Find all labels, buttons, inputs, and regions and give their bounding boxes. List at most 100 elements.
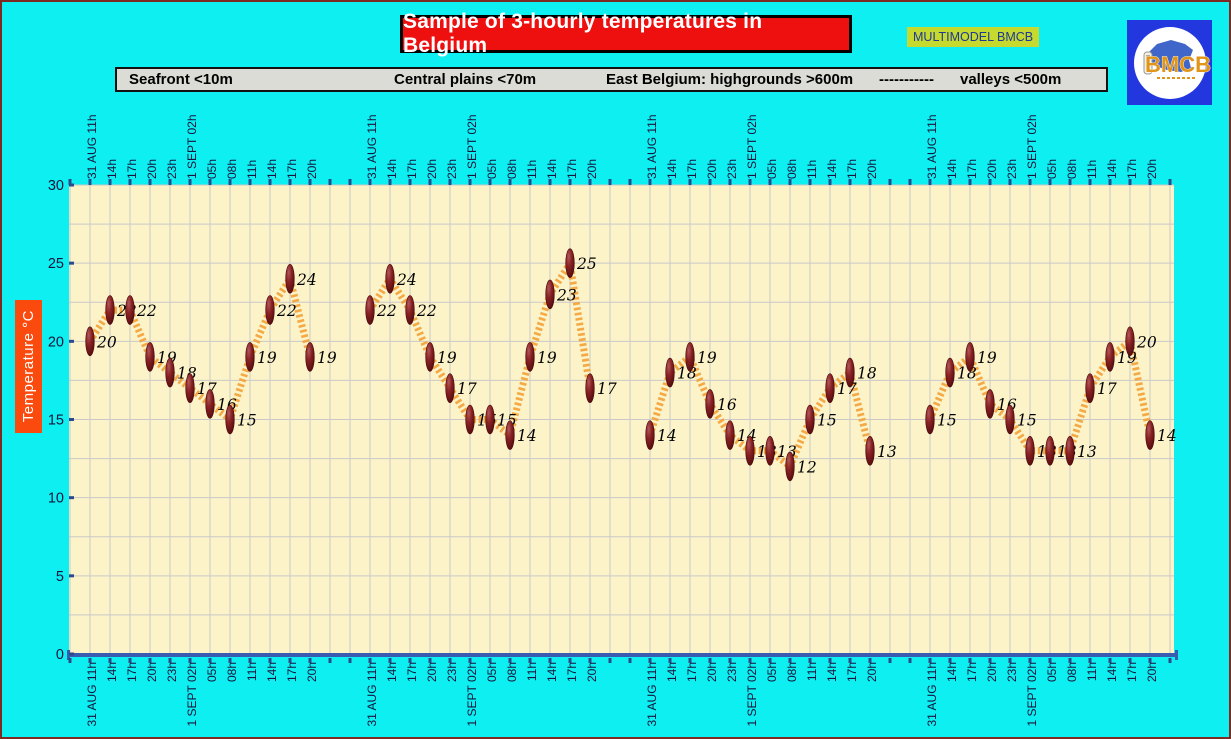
time-label-top: 23h: [1005, 159, 1019, 179]
bottom-tick: [888, 658, 892, 663]
top-tick: [1088, 179, 1092, 185]
top-tick: [128, 179, 132, 185]
bottom-tick: [248, 658, 252, 663]
bottom-tick: [868, 658, 872, 663]
y-tick: [69, 339, 74, 343]
time-label-bottom: 17h: [965, 662, 979, 682]
top-tick: [888, 179, 892, 185]
time-label-bottom: 20h: [145, 662, 159, 682]
logo-thermometer-icon: [1143, 51, 1153, 75]
time-label-bottom: 31 AUG 11h: [925, 662, 939, 727]
time-label-bottom: 14h: [545, 662, 559, 682]
data-point-value: 18: [857, 365, 877, 383]
time-label-bottom: 23h: [1005, 662, 1019, 682]
bottom-tick: [628, 658, 632, 663]
time-label-top: 17h: [685, 159, 699, 179]
top-tick: [728, 179, 732, 185]
time-label-top: 05h: [205, 159, 219, 179]
data-point: [925, 404, 935, 435]
top-tick: [368, 179, 372, 185]
top-tick: [928, 179, 932, 185]
time-label-bottom: 1 SEPT 02h: [1025, 662, 1039, 727]
data-point: [745, 435, 755, 466]
time-label-bottom: 1 SEPT 02h: [745, 662, 759, 727]
bottom-tick: [1108, 658, 1112, 663]
data-point-value: 15: [237, 412, 257, 430]
time-label-top: 20h: [1145, 159, 1159, 179]
data-point-value: 15: [937, 412, 957, 430]
top-tick: [468, 179, 472, 185]
bottom-tick: [528, 658, 532, 663]
time-label-top: 31 AUG 11h: [365, 115, 379, 180]
data-point: [765, 435, 775, 466]
data-point: [645, 420, 655, 450]
top-tick: [668, 179, 672, 185]
time-label-top: 31 AUG 11h: [925, 115, 939, 180]
y-tick: [69, 418, 74, 421]
bottom-tick: [548, 658, 552, 663]
top-tick: [348, 179, 352, 185]
x-axis-left-cap: [67, 650, 70, 660]
top-tick: [508, 179, 512, 185]
region-label: -----------: [879, 71, 934, 88]
regions-legend-bar: Seafront <10m Central plains <70m East Bel…: [115, 67, 1108, 92]
time-label-top: 14h: [945, 159, 959, 179]
data-point: [305, 342, 315, 372]
data-point: [285, 263, 295, 294]
top-tick: [188, 179, 192, 185]
time-label-bottom: 20h: [305, 662, 319, 682]
bmcb-logo-graphic: BMCB: [1134, 27, 1211, 99]
time-label-top: 20h: [865, 159, 879, 179]
data-point: [385, 263, 395, 294]
bottom-tick: [1068, 658, 1072, 663]
y-axis-title: Temperature °C: [15, 300, 42, 433]
data-point: [425, 342, 435, 372]
data-point: [485, 404, 495, 435]
bottom-tick: [708, 658, 712, 663]
time-label-top: 11h: [805, 160, 819, 179]
time-label-bottom: 11h: [525, 662, 539, 681]
bottom-tick: [908, 658, 912, 663]
data-point: [1045, 435, 1055, 466]
data-point: [145, 342, 155, 372]
time-label-bottom: 05h: [205, 662, 219, 682]
top-tick: [608, 179, 612, 185]
x-axis-right-cap: [1175, 650, 1178, 660]
top-tick: [1028, 179, 1032, 185]
data-point: [785, 451, 795, 482]
data-point: [985, 389, 995, 419]
time-label-bottom: 11h: [245, 662, 259, 681]
bmcb-logo: BMCB: [1127, 20, 1212, 105]
y-tick: [69, 261, 74, 265]
top-tick: [168, 179, 172, 185]
bottom-tick: [308, 658, 312, 663]
time-label-top: 11h: [525, 160, 539, 179]
data-point: [265, 295, 275, 325]
chart-title-text: Sample of 3-hourly temperatures in Belgi…: [403, 10, 763, 57]
time-label-top: 08h: [785, 159, 799, 179]
time-label-bottom: 1 SEPT 02h: [465, 662, 479, 727]
data-point-value: 22: [136, 302, 157, 320]
bottom-tick: [768, 658, 772, 663]
data-point: [1005, 404, 1015, 435]
data-point: [525, 342, 535, 372]
data-point: [445, 373, 455, 404]
time-label-bottom: 14h: [385, 662, 399, 682]
time-label-top: 05h: [485, 159, 499, 179]
data-point-value: 22: [376, 302, 397, 320]
time-label-bottom: 20h: [585, 662, 599, 682]
time-label-top: 14h: [1105, 159, 1119, 179]
bottom-tick: [488, 658, 492, 663]
data-point: [105, 295, 115, 325]
time-label-top: 1 SEPT 02h: [465, 115, 479, 180]
top-tick: [968, 179, 972, 185]
y-tick-label: 10: [48, 491, 64, 507]
data-point-value: 19: [697, 349, 717, 367]
top-tick: [848, 179, 852, 185]
y-tick-label: 30: [48, 178, 64, 194]
bottom-tick: [108, 658, 112, 663]
bottom-tick: [948, 658, 952, 663]
bottom-tick: [668, 658, 672, 663]
time-label-top: 05h: [1045, 159, 1059, 179]
top-tick: [528, 179, 532, 185]
